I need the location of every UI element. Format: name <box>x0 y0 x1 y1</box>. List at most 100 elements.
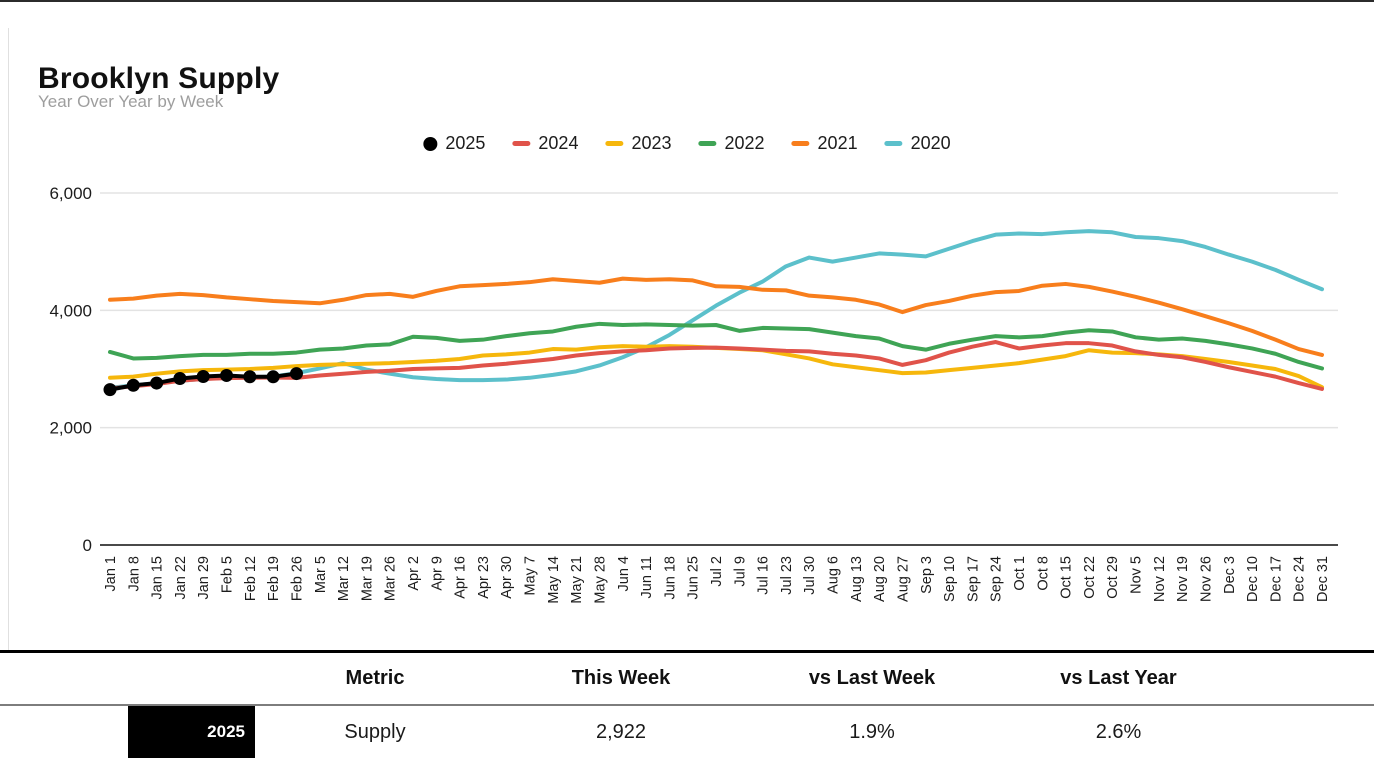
card-border <box>8 28 9 650</box>
header-this-week: This Week <box>571 667 671 689</box>
x-axis-label: Jan 15 <box>150 556 166 600</box>
legend-item-2023[interactable]: 2023 <box>605 133 672 154</box>
x-axis-label: Jan 22 <box>173 556 189 600</box>
x-axis-label: May 21 <box>569 556 585 604</box>
cell-this-week: 2,922 <box>595 720 647 743</box>
x-axis-label: Feb 12 <box>243 556 259 601</box>
legend-item-2022[interactable]: 2022 <box>698 133 765 154</box>
y-axis-label: 6,000 <box>49 184 92 203</box>
x-axis-label: Mar 12 <box>336 556 352 601</box>
x-axis-label: Mar 26 <box>383 556 399 601</box>
x-axis-label: Jan 29 <box>196 556 212 600</box>
x-axis-label: Dec 31 <box>1315 556 1331 602</box>
x-axis-label: Nov 26 <box>1198 556 1214 602</box>
x-axis-label: Jul 30 <box>802 556 818 595</box>
x-axis-label: Jul 23 <box>779 556 795 595</box>
legend-dash-icon <box>512 141 531 146</box>
x-axis-label: Sep 3 <box>919 556 935 594</box>
x-axis-label: Feb 26 <box>289 556 305 601</box>
x-axis-label: Oct 1 <box>1012 556 1028 591</box>
legend-dash-icon <box>698 141 717 146</box>
legend-item-2021[interactable]: 2021 <box>791 133 858 154</box>
x-axis-label: Aug 20 <box>872 556 888 602</box>
data-point-2025 <box>196 370 210 384</box>
data-point-2025 <box>289 367 303 381</box>
x-axis-label: Jun 11 <box>639 556 655 598</box>
x-axis-label: Jul 2 <box>709 556 725 587</box>
x-axis-label: Jun 25 <box>686 556 702 600</box>
x-axis-label: Dec 3 <box>1222 556 1238 594</box>
header-vs-last-year: vs Last Year <box>1060 667 1177 689</box>
chart-legend: 2025 2024 2023 2022 2021 2020 <box>423 133 951 154</box>
x-axis-label: Oct 22 <box>1082 556 1098 599</box>
series-line-2022 <box>108 321 1324 371</box>
page-subtitle: Year Over Year by Week <box>38 92 224 111</box>
x-axis-label: Jul 16 <box>756 556 772 595</box>
x-axis-label: Sep 10 <box>942 556 958 602</box>
data-point-2025 <box>220 368 234 382</box>
legend-item-2020[interactable]: 2020 <box>884 133 951 154</box>
series-line-2020 <box>108 229 1324 390</box>
x-axis-label: Mar 19 <box>359 556 375 601</box>
cell-vs-last-week: 1.9% <box>849 720 895 743</box>
x-axis-label: Nov 12 <box>1152 556 1168 602</box>
x-axis-label: Jan 1 <box>103 556 119 591</box>
y-axis-label: 0 <box>83 536 92 555</box>
legend-label: 2024 <box>538 133 579 153</box>
legend-dot-icon <box>423 136 438 151</box>
x-axis-label: Mar 5 <box>313 556 329 593</box>
legend-label: 2020 <box>910 133 951 153</box>
legend-label: 2025 <box>445 133 486 153</box>
y-axis-label: 2,000 <box>49 419 92 438</box>
cell-metric: Supply <box>344 720 406 743</box>
series-line-2021 <box>108 276 1324 357</box>
year-badge: 2025 <box>128 706 255 758</box>
legend-label: 2022 <box>724 133 765 153</box>
summary-table: Metric This Week vs Last Week vs Last Ye… <box>0 650 1374 758</box>
x-axis-label: Apr 16 <box>453 556 469 599</box>
data-point-2025 <box>126 378 140 392</box>
x-axis-label: Aug 13 <box>849 556 865 602</box>
x-axis-label: Nov 5 <box>1129 556 1145 594</box>
x-axis-label: Aug 6 <box>826 556 842 594</box>
x-axis-label: Dec 10 <box>1245 556 1261 602</box>
x-axis-label: Feb 5 <box>220 556 236 593</box>
line-chart: 0 2,000 4,000 6,000 Jan 1 Jan 8 Jan 15 Jan 22 Ja… <box>49 184 1338 604</box>
x-axis-label: Jan 8 <box>126 556 142 591</box>
data-point-2025 <box>150 376 164 390</box>
x-axis-label: May 14 <box>546 556 562 604</box>
page-title: Brooklyn Supply <box>38 62 280 96</box>
data-point-2025 <box>266 370 280 384</box>
x-axis-label: Aug 27 <box>895 556 911 602</box>
x-axis-label: May 28 <box>592 556 608 604</box>
top-divider <box>0 0 1374 2</box>
x-axis-label: Sep 17 <box>965 556 981 602</box>
series-line-2024 <box>108 340 1324 391</box>
x-axis-label: May 7 <box>523 556 539 596</box>
legend-dash-icon <box>791 141 810 146</box>
legend-dash-icon <box>884 141 903 146</box>
x-axis-label: Dec 24 <box>1292 556 1308 602</box>
x-axis-label: Apr 9 <box>429 556 445 591</box>
legend-item-2025[interactable]: 2025 <box>423 133 485 154</box>
x-axis-label: Oct 29 <box>1105 556 1121 599</box>
legend-dash-icon <box>605 141 624 146</box>
x-axis-label: Sep 24 <box>989 556 1005 602</box>
x-axis-label: Jun 4 <box>616 556 632 591</box>
x-axis-label: Oct 15 <box>1059 556 1075 599</box>
x-axis-label: Apr 23 <box>476 556 492 599</box>
cell-vs-last-year: 2.6% <box>1095 720 1142 743</box>
table-row: 2025 Supply 2,922 1.9% 2.6% <box>0 704 1374 758</box>
legend-item-2024[interactable]: 2024 <box>512 133 578 154</box>
x-axis-label: Apr 2 <box>406 556 422 591</box>
x-axis-label: Apr 30 <box>499 556 515 599</box>
y-axis-label: 4,000 <box>49 301 92 320</box>
legend-label: 2021 <box>817 133 858 153</box>
data-point-2025 <box>173 372 187 386</box>
header-vs-last-week: vs Last Week <box>808 667 936 689</box>
header-metric: Metric <box>345 667 405 689</box>
x-axis-label: Oct 8 <box>1035 556 1051 591</box>
data-point-2025 <box>103 383 117 397</box>
legend-label: 2023 <box>631 133 672 153</box>
table-header-row: Metric This Week vs Last Week vs Last Ye… <box>0 650 1374 704</box>
